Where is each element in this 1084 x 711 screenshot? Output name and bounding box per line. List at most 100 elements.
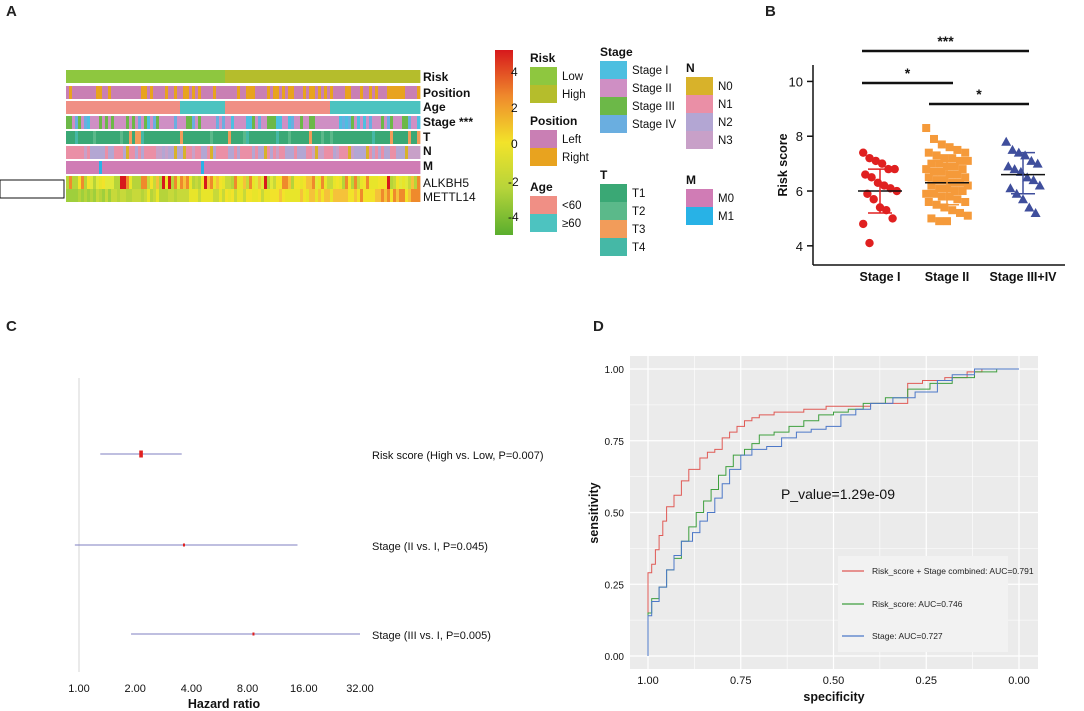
heatmap-cell (219, 189, 223, 202)
heatmap-cell (243, 70, 247, 83)
legend-swatch (530, 214, 557, 232)
heatmap-cell (270, 161, 274, 174)
heatmap-cell (192, 189, 196, 202)
point (871, 156, 880, 166)
heatmap-cell (105, 131, 109, 144)
heatmap-cell (255, 189, 259, 202)
heatmap-cell (258, 146, 262, 159)
heatmap-cell (327, 176, 331, 189)
heatmap-cell (240, 189, 244, 202)
heatmap-cell (126, 86, 130, 99)
heatmap-cell (303, 161, 307, 174)
heatmap-cell (183, 86, 187, 99)
heatmap-cell (375, 116, 379, 129)
heatmap-cell (300, 146, 304, 159)
heatmap-cell (240, 101, 244, 114)
point (956, 208, 964, 217)
heatmap-cell (219, 176, 223, 189)
heatmap-cell (318, 86, 322, 99)
colorbar-tick: 0 (511, 137, 518, 151)
heatmap-cell (135, 189, 139, 202)
heatmap-cell (288, 116, 292, 129)
heatmap-cell (279, 116, 283, 129)
heatmap-cell (177, 161, 181, 174)
heatmap-cell (315, 161, 319, 174)
heatmap-cell (282, 116, 286, 129)
heatmap-cell (183, 176, 187, 189)
x-tick-label: 2.00 (124, 683, 145, 695)
heatmap-cell (126, 70, 130, 83)
point (937, 167, 946, 176)
heatmap-cell (387, 70, 391, 83)
heatmap-cell (129, 131, 133, 144)
point (961, 197, 970, 206)
heatmap-cell (357, 131, 361, 144)
heatmap-cell (309, 86, 313, 99)
heatmap-cell (255, 101, 259, 114)
heatmap-cell (204, 131, 208, 144)
heatmap-cell (72, 116, 76, 129)
heatmap-cell (357, 116, 361, 129)
heatmap-cell (225, 189, 229, 202)
heatmap-cell (72, 131, 76, 144)
x-axis-title: Hazard ratio (188, 697, 261, 711)
heatmap-cell (150, 176, 154, 189)
heatmap-cell (123, 70, 127, 83)
heatmap-panel: Risk Position Age Stage *** T N M ALKBH5… (0, 45, 734, 256)
heatmap-cell (414, 70, 418, 83)
heatmap-cell (294, 161, 298, 174)
heatmap-cell (72, 101, 76, 114)
heatmap-cell (210, 176, 214, 189)
heatmap-cell (150, 116, 154, 129)
heatmap-cell (318, 131, 322, 144)
heatmap-cell (213, 70, 217, 83)
y-tick-label: 10 (789, 74, 803, 89)
heatmap-cell (366, 176, 370, 189)
heatmap-cell (282, 161, 286, 174)
hazard-ratio-point (252, 632, 255, 636)
heatmap-cell (276, 116, 280, 129)
heatmap-cell (255, 86, 259, 99)
heatmap-cell (138, 176, 142, 189)
heatmap-cell (66, 176, 70, 189)
heatmap-cell (117, 101, 121, 114)
point (935, 184, 944, 193)
legend-item-label: N2 (718, 117, 733, 129)
point (958, 165, 967, 174)
heatmap-cell (264, 146, 268, 159)
legend-item-label: N3 (718, 135, 733, 147)
heatmap-cell (315, 131, 319, 144)
heatmap-cell (234, 176, 238, 189)
heatmap-cell (249, 116, 253, 129)
heatmap-cell (96, 189, 100, 202)
point (943, 217, 951, 226)
heatmap-cell (387, 101, 391, 114)
heatmap-cell (114, 189, 118, 202)
heatmap-cell (198, 189, 202, 202)
heatmap-cell (228, 116, 232, 129)
legend-swatch (600, 238, 627, 256)
heatmap-cell (150, 146, 154, 159)
heatmap-cell (291, 131, 295, 144)
heatmap-cell (90, 161, 94, 174)
heatmap-cell (198, 116, 202, 129)
heatmap-cell (78, 101, 82, 114)
heatmap-cell (330, 146, 334, 159)
heatmap-cell (348, 161, 352, 174)
heatmap-cell (270, 116, 274, 129)
heatmap-cell (393, 101, 397, 114)
heatmap-cell (345, 189, 349, 202)
heatmap-cell (213, 161, 217, 174)
heatmap-cell (306, 189, 310, 202)
heatmap-cell (333, 161, 337, 174)
legend-item-label: Stage III (632, 101, 675, 113)
heatmap-cell (321, 176, 325, 189)
heatmap-cell (150, 70, 154, 83)
point (865, 153, 874, 163)
heatmap-cell (234, 101, 238, 114)
heatmap-cell (183, 116, 187, 129)
heatmap-cell (315, 146, 319, 159)
point (1034, 180, 1045, 190)
heatmap-cell (360, 176, 364, 189)
heatmap-cell (252, 189, 256, 202)
